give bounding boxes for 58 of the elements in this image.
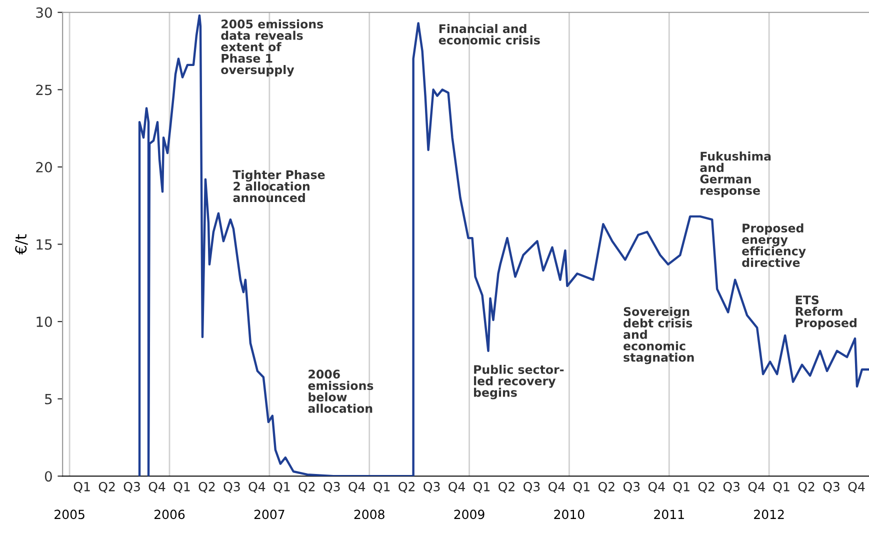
- x-tick-label: 2007: [254, 510, 284, 520]
- text: Q4: [548, 482, 565, 493]
- text: Q3: [823, 482, 840, 493]
- x-tick-label: 2009: [454, 510, 484, 520]
- text: Q4: [848, 482, 865, 493]
- text: Q1: [474, 482, 490, 493]
- x-tick-label: 2008: [354, 510, 384, 520]
- text: Q1: [574, 482, 590, 493]
- y-tick-label: 25: [36, 84, 52, 96]
- annotation: 2006 emissions below allocation: [308, 370, 374, 413]
- text: Q3: [723, 482, 740, 493]
- text: Q3: [324, 482, 340, 493]
- text: Q2: [698, 482, 714, 493]
- y-tick-label: 20: [36, 162, 52, 172]
- text: Q1: [773, 482, 790, 493]
- text: Q4: [648, 482, 665, 493]
- line-series: [138, 14, 869, 476]
- text: Q1: [174, 482, 190, 493]
- annotation: Tighter Phase 2 allocation announced: [232, 170, 325, 202]
- text: Q2: [98, 482, 115, 493]
- text: Q2: [498, 482, 514, 493]
- annotation: Financial and economic crisis: [438, 24, 540, 45]
- y-tick-label: 30: [36, 7, 52, 18]
- y-tick-label: 5: [45, 394, 52, 404]
- text: Q2: [298, 482, 315, 493]
- text: Q2: [798, 482, 814, 493]
- text: Q4: [148, 482, 166, 493]
- annotation: Proposed energy efficiency directive: [742, 223, 806, 267]
- text: Q3: [524, 482, 540, 493]
- text: Q1: [274, 482, 290, 493]
- annotation: Sovereign debt crisis and economic stagnation: [624, 306, 694, 364]
- text: Q4: [748, 482, 765, 493]
- y-tick-label: 15: [36, 239, 52, 250]
- text: Q3: [124, 482, 140, 493]
- text: Q2: [398, 482, 414, 493]
- text: Q3: [424, 482, 440, 493]
- annotation: 2005 emissions data reveals extent of Phase 1 oversupply: [221, 19, 324, 77]
- text: Q2: [198, 482, 215, 493]
- text: Q3: [623, 482, 640, 493]
- text: Q2: [598, 482, 614, 493]
- annotation: Public sector- led recovery begins: [474, 364, 564, 400]
- y-axis-title: €/t: [15, 234, 28, 255]
- text: Q4: [448, 482, 465, 493]
- text: Q1: [74, 482, 90, 493]
- text: Q1: [374, 482, 390, 493]
- x-tick-label: 2005: [54, 510, 84, 520]
- annotation: ETS Reform Proposed: [796, 295, 856, 330]
- x-tick-label: 2006: [154, 510, 185, 520]
- text: Q1: [673, 482, 690, 493]
- text: Q3: [224, 482, 240, 493]
- text: Q4: [348, 482, 366, 493]
- text: Q4: [248, 482, 266, 493]
- y-tick-label: 0: [44, 471, 52, 482]
- x-tick-label: 2011: [654, 510, 684, 520]
- y-tick-label: 10: [36, 316, 52, 328]
- x-tick-label: 2010: [554, 510, 584, 520]
- annotation: Fukushima and German response: [700, 152, 771, 198]
- x-tick-label: 2012: [754, 510, 784, 520]
